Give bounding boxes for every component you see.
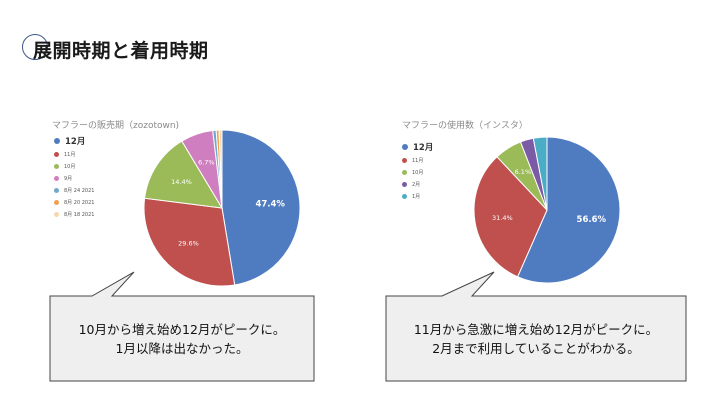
legend-swatch <box>54 187 59 193</box>
pie-data-label: 6.1% <box>515 168 532 176</box>
pie-slice <box>473 156 548 278</box>
legend-label: 10月 <box>412 169 424 176</box>
legend-item: 1月 <box>402 190 433 202</box>
legend-usage: 12月 11月 10月 2月 1月 <box>402 140 433 202</box>
title-circle-decoration <box>22 34 48 60</box>
callout-usage-line2: 2月まで利用していることがわかる。 <box>432 341 640 356</box>
legend-item: 12月 <box>54 134 94 148</box>
legend-swatch <box>54 199 59 205</box>
pie-slice <box>144 140 223 209</box>
legend-label: 11月 <box>412 157 424 164</box>
callout-usage-line1: 11月から急激に増え始め12月がピークに。 <box>413 322 659 337</box>
pie-chart-sales: 47.4% 29.6% 14.4% 6.7% <box>143 129 301 287</box>
chart-title-usage: マフラーの使用数（インスタ） <box>402 121 528 131</box>
legend-label: 1月 <box>412 193 421 200</box>
legend-swatch <box>402 157 407 163</box>
legend-item: 8月 20 2021 <box>54 196 94 208</box>
legend-label: 8月 20 2021 <box>64 199 95 206</box>
legend-swatch <box>402 169 407 175</box>
legend-item: 12月 <box>402 140 433 154</box>
legend-item: 2月 <box>402 178 433 190</box>
legend-item: 8月 24 2021 <box>54 184 94 196</box>
pie-data-label: 31.4% <box>492 214 513 222</box>
legend-swatch <box>402 181 407 187</box>
legend-item: 10月 <box>54 160 94 172</box>
legend-item: 10月 <box>402 166 433 178</box>
pie-data-label: 56.6% <box>577 215 607 225</box>
legend-label: 8月 24 2021 <box>64 187 95 194</box>
callout-sales-line1: 10月から増え始め12月がピークに。 <box>78 322 286 337</box>
legend-swatch <box>402 144 408 150</box>
pie-data-label: 6.7% <box>198 159 215 167</box>
pie-slice <box>218 129 223 209</box>
pie-data-label: 29.6% <box>178 239 199 247</box>
legend-label: 11月 <box>64 151 76 158</box>
slide-title: 展開時期と着用時期 <box>33 40 209 62</box>
legend-item: 9月 <box>54 172 94 184</box>
legend-swatch <box>54 211 59 217</box>
legend-item: 8月 18 2021 <box>54 208 94 220</box>
legend-label: 9月 <box>64 175 73 182</box>
legend-item: 11月 <box>402 154 433 166</box>
legend-label: 2月 <box>412 181 421 188</box>
pie-data-label: 47.4% <box>255 200 285 210</box>
legend-item: 11月 <box>54 148 94 160</box>
callout-text-usage: 11月から急激に増え始め12月がピークに。 2月まで利用していることがわかる。 <box>388 320 684 358</box>
callout-text-sales: 10月から増え始め12月がピークに。 1月以降は出なかった。 <box>52 320 312 358</box>
legend-swatch <box>402 193 407 199</box>
legend-label: 10月 <box>64 163 76 170</box>
callout-sales-line2: 1月以降は出なかった。 <box>115 341 249 356</box>
legend-swatch <box>54 163 59 169</box>
legend-swatch <box>54 151 59 157</box>
legend-sales: 12月 11月 10月 9月 8月 24 2021 8月 20 2021 8月 18 202… <box>54 134 94 220</box>
legend-swatch <box>54 138 60 144</box>
chart-title-sales: マフラーの販売期（zozotown) <box>52 121 180 131</box>
legend-label: 12月 <box>413 143 434 153</box>
legend-label: 12月 <box>65 137 86 147</box>
pie-chart-usage: 56.6% 31.4% 6.1% <box>473 136 621 284</box>
legend-swatch <box>54 175 59 181</box>
legend-label: 8月 18 2021 <box>64 211 95 218</box>
pie-data-label: 14.4% <box>171 178 192 186</box>
pie-slice <box>532 136 548 211</box>
